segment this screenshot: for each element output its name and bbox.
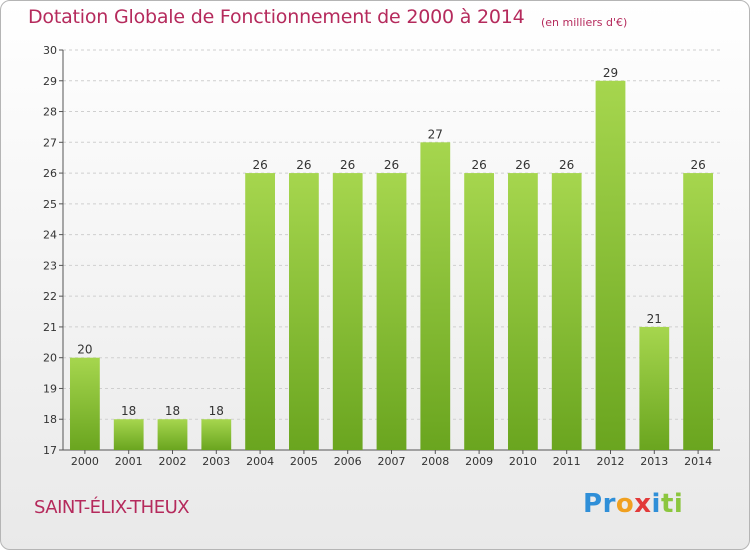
bar-value-label: 18: [165, 404, 180, 418]
y-tick-label: 27: [43, 136, 57, 149]
bar-2007: [376, 173, 407, 451]
x-tick-label: 2000: [71, 455, 99, 468]
y-tick-label: 29: [43, 75, 57, 88]
y-tick-label: 23: [43, 259, 57, 272]
bar-2001: [113, 419, 144, 450]
logo-letter: i: [651, 489, 661, 519]
chart-title: Dotation Globale de Fonctionnement de 20…: [28, 6, 525, 28]
x-tick-label: 2010: [509, 455, 537, 468]
y-tick-label: 19: [43, 382, 57, 395]
bar-2002: [157, 419, 188, 450]
x-tick-labels: 2000 2001 2002 2003 2004 2005 2006 2007 2008 2009…: [71, 450, 712, 468]
bar-value-labels: 20 18 18 18 26 26 26 26 27 26 26 26 29 21 26: [77, 66, 705, 418]
bar-2003: [201, 419, 232, 450]
bar-value-label: 26: [471, 158, 486, 172]
bar-2012: [595, 80, 626, 451]
x-tick-label: 2007: [378, 455, 406, 468]
bar-value-label: 29: [603, 66, 618, 80]
y-tick-label: 25: [43, 198, 57, 211]
proxiti-logo[interactable]: Proxiti: [583, 489, 683, 519]
bar-2010: [508, 173, 538, 451]
logo-letter: o: [615, 489, 635, 519]
bar-value-label: 26: [340, 158, 355, 172]
bar-value-label: 18: [209, 404, 224, 418]
y-tick-labels: 17 18 19 20 21 22 23 24 25 26 27 28 29 30: [43, 44, 57, 457]
x-tick-label: 2014: [684, 455, 712, 468]
x-tick-label: 2011: [553, 455, 581, 468]
logo-letter: i: [673, 489, 684, 519]
x-tick-label: 2006: [334, 455, 362, 468]
bar-value-label: 26: [690, 158, 705, 172]
y-tick-label: 22: [43, 290, 57, 303]
bar-2006: [332, 173, 363, 451]
y-tick-label: 18: [43, 413, 57, 426]
bar-value-label: 27: [428, 127, 443, 141]
bar-2000: [70, 357, 100, 450]
y-tick-label: 20: [43, 352, 57, 365]
bar-2014: [683, 173, 713, 451]
x-tick-label: 2008: [421, 455, 449, 468]
y-tick-label: 24: [43, 229, 57, 242]
x-tick-label: 2012: [597, 455, 625, 468]
bar-value-label: 26: [296, 158, 311, 172]
x-tick-label: 2002: [159, 455, 187, 468]
bar-value-label: 26: [384, 158, 399, 172]
bar-value-label: 26: [559, 158, 574, 172]
bar-value-label: 20: [77, 343, 92, 357]
x-tick-label: 2001: [115, 455, 143, 468]
y-tick-label: 17: [43, 444, 57, 457]
chart-unit-note: (en milliers d'€): [541, 16, 628, 29]
logo-letter: P: [583, 489, 603, 519]
y-tick-label: 30: [43, 44, 57, 57]
y-tick-label: 26: [43, 167, 57, 180]
bar-2009: [464, 173, 494, 451]
x-tick-label: 2009: [465, 455, 493, 468]
bar-2008: [420, 142, 451, 451]
bar-2004: [245, 173, 275, 451]
bars: [70, 80, 713, 451]
y-tick-label: 21: [43, 321, 57, 334]
logo-letter: t: [660, 489, 674, 519]
bar-value-label: 26: [252, 158, 267, 172]
bar-2005: [289, 173, 319, 451]
bar-2013: [639, 326, 670, 450]
x-tick-label: 2013: [640, 455, 668, 468]
x-tick-label: 2003: [202, 455, 230, 468]
y-tick-label: 28: [43, 106, 57, 119]
x-tick-label: 2004: [246, 455, 274, 468]
bar-value-label: 21: [647, 312, 662, 326]
logo-letter: r: [602, 489, 616, 519]
logo-letter: x: [634, 489, 652, 519]
bar-value-label: 18: [121, 404, 136, 418]
commune-name: SAINT-ÉLIX-THEUX: [34, 497, 190, 518]
x-tick-label: 2005: [290, 455, 318, 468]
bar-value-label: 26: [515, 158, 530, 172]
bar-2011: [551, 173, 582, 451]
